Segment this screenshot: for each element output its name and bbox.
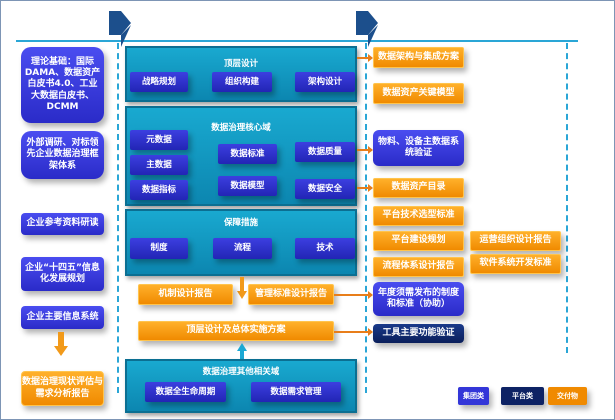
panel-title: 顶层设计	[223, 59, 258, 69]
deliverable-box: 数据资产目录	[373, 178, 464, 198]
item-box: 流程	[213, 238, 272, 259]
left-box: 理论基础：国际DAMA、数据资产白皮书4.0、工业大数据白皮书、DCMM	[21, 47, 104, 123]
legend-deliverable: 交付物	[548, 387, 587, 405]
item-box: 数据需求管理	[251, 382, 341, 402]
legend-platform: 平台类	[501, 387, 544, 405]
deliverable-box: 数据架构与集成方案	[373, 47, 464, 68]
panel-other: 数据治理其他相关域 数据全生命周期 数据需求管理	[125, 359, 357, 413]
down-arrow-icon	[54, 332, 68, 356]
phase-arrow-icon	[109, 11, 131, 47]
connector-arrow	[334, 328, 373, 336]
platform-box: 工具主要功能验证	[373, 324, 464, 343]
deliverable-box: 平台建设规划	[373, 231, 464, 251]
left-box-report: 数据治理现状评估与需求分析报告	[21, 371, 104, 406]
connector-arrow	[357, 146, 373, 154]
panel-title: 数据治理其他相关域	[202, 367, 280, 377]
panel-title: 保障措施	[223, 218, 258, 228]
item-box: 主数据	[130, 155, 188, 175]
item-box: 组织构建	[212, 72, 272, 92]
panel-top-design: 顶层设计 战略规划 组织构建 架构设计	[125, 46, 357, 102]
group-box: 物料、设备主数据系统验证	[373, 130, 464, 166]
timeline-line	[16, 40, 578, 42]
report-box: 机制设计报告	[138, 284, 233, 305]
connector-arrow	[334, 291, 373, 299]
legend-group: 集团类	[458, 387, 489, 405]
deliverable-box: 运营组织设计报告	[470, 231, 561, 251]
phase-arrow-icon	[356, 11, 378, 47]
panel-guarantee: 保障措施 制度 流程 技术	[125, 209, 357, 276]
report-box: 顶层设计及总体实施方案	[138, 321, 334, 341]
item-box: 战略规划	[130, 72, 188, 92]
down-arrow-icon	[237, 277, 247, 299]
item-box: 架构设计	[295, 72, 355, 92]
panel-core: 数据治理核心域 元数据 主数据 数据指标 数据标准 数据模型 数据质量 数据安全	[125, 106, 357, 206]
left-box: 外部调研、对标领先企业数据治理框架体系	[21, 131, 104, 179]
left-box: 企业“十四五”信息化发展规划	[21, 257, 104, 291]
deliverable-box: 平台技术选型标准	[373, 206, 464, 226]
connector-arrow	[357, 54, 373, 62]
item-box: 数据质量	[295, 142, 355, 162]
divider	[365, 43, 367, 393]
connector-arrow	[357, 184, 373, 192]
report-box: 管理标准设计报告	[248, 284, 334, 305]
item-box: 数据指标	[130, 180, 188, 200]
item-box: 制度	[130, 238, 188, 259]
item-box: 数据模型	[218, 176, 277, 196]
item-box: 数据全生命周期	[145, 382, 226, 402]
group-box: 年度须需发布的制度和标准（协助）	[373, 282, 464, 316]
left-box: 企业参考资料研读	[21, 213, 104, 235]
item-box: 数据安全	[295, 179, 355, 199]
deliverable-box: 数据资产关键模型	[373, 83, 464, 104]
left-box: 企业主要信息系统	[21, 306, 104, 329]
deliverable-box: 软件系统开发标准	[470, 254, 561, 274]
divider	[566, 43, 568, 353]
item-box: 元数据	[130, 130, 188, 150]
divider	[117, 43, 119, 393]
item-box: 技术	[295, 238, 355, 259]
deliverable-box: 流程体系设计报告	[373, 257, 464, 277]
up-arrow-icon	[237, 343, 247, 361]
item-box: 数据标准	[218, 144, 277, 164]
panel-title: 数据治理核心域	[211, 123, 271, 133]
